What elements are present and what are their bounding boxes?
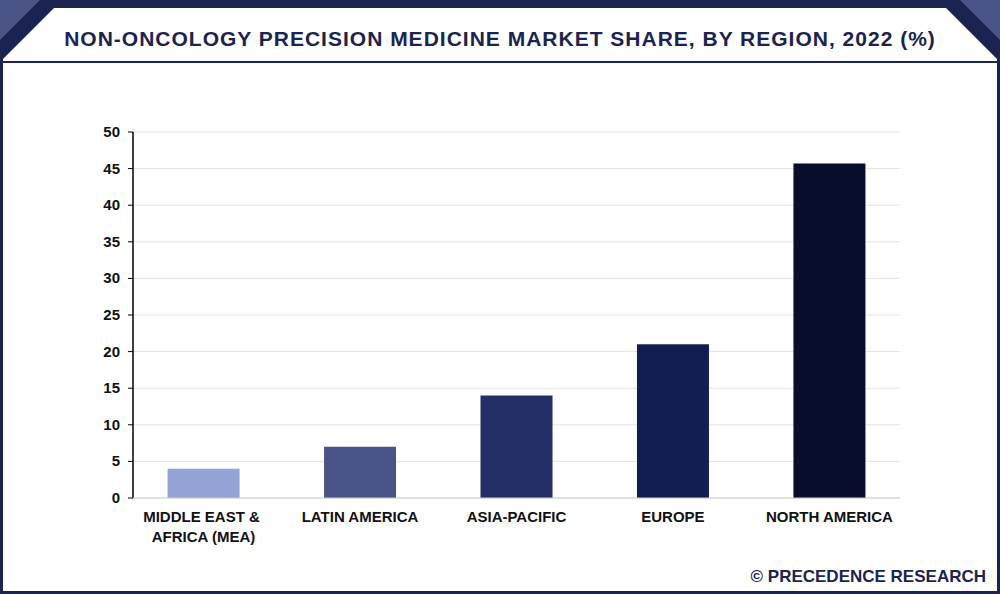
x-tick-label: NORTH AMERICA	[766, 508, 893, 525]
x-tick-label-line: AFRICA (MEA)	[152, 528, 256, 545]
y-tick-label: 40	[103, 196, 120, 213]
x-tick-label: LATIN AMERICA	[302, 508, 419, 525]
title: NON-ONCOLOGY PRECISION MEDICINE MARKET S…	[64, 27, 936, 50]
x-tick-label-line: MIDDLE EAST &	[143, 508, 264, 525]
bar	[637, 344, 709, 498]
frame	[2, 2, 999, 593]
y-tick-label: 25	[103, 306, 120, 323]
chart-root: NON-ONCOLOGY PRECISION MEDICINE MARKET S…	[0, 0, 1000, 594]
grid-line	[133, 315, 900, 316]
bar	[324, 447, 396, 498]
header-rule	[0, 61, 1000, 63]
grid-line	[133, 132, 900, 133]
corner-decoration	[960, 0, 1000, 40]
y-tick-label: 50	[103, 123, 120, 140]
bar	[793, 163, 865, 498]
y-axis	[132, 132, 134, 498]
y-tick-label: 5	[112, 452, 120, 469]
grid-line	[133, 168, 900, 169]
header-band	[0, 0, 1000, 8]
source-note: © PRECEDENCE RESEARCH	[751, 567, 986, 586]
y-tick-label: 20	[103, 343, 120, 360]
x-tick-label: MIDDLE EAST & AFRICA (MEA)	[143, 508, 264, 545]
bar	[481, 396, 553, 498]
y-tick-label: 35	[103, 233, 120, 250]
y-tick-label: 15	[103, 379, 120, 396]
bar	[168, 469, 240, 498]
corner-decoration	[0, 0, 62, 62]
x-tick-label-line: LATIN AMERICA	[302, 508, 419, 525]
y-tick-label: 30	[103, 269, 120, 286]
x-tick-label: ASIA-PACIFIC	[467, 508, 567, 525]
grid-line	[133, 388, 900, 389]
grid-line	[133, 278, 900, 279]
corner-decoration	[938, 0, 1000, 62]
grid-line	[133, 498, 900, 499]
x-tick-label-line: ASIA-PACIFIC	[467, 508, 567, 525]
grid-line	[133, 205, 900, 206]
bars	[168, 163, 866, 498]
x-tick-label: EUROPE	[641, 508, 704, 525]
x-tick-label-line: EUROPE	[641, 508, 704, 525]
corner-decoration	[0, 0, 40, 40]
y-tick-label: 0	[112, 489, 120, 506]
x-axis	[133, 498, 900, 499]
y-tick-label: 45	[103, 160, 120, 177]
y-tick-label: 10	[103, 416, 120, 433]
grid-line	[133, 241, 900, 242]
grid-line	[133, 351, 900, 352]
x-tick-label-line: NORTH AMERICA	[766, 508, 893, 525]
